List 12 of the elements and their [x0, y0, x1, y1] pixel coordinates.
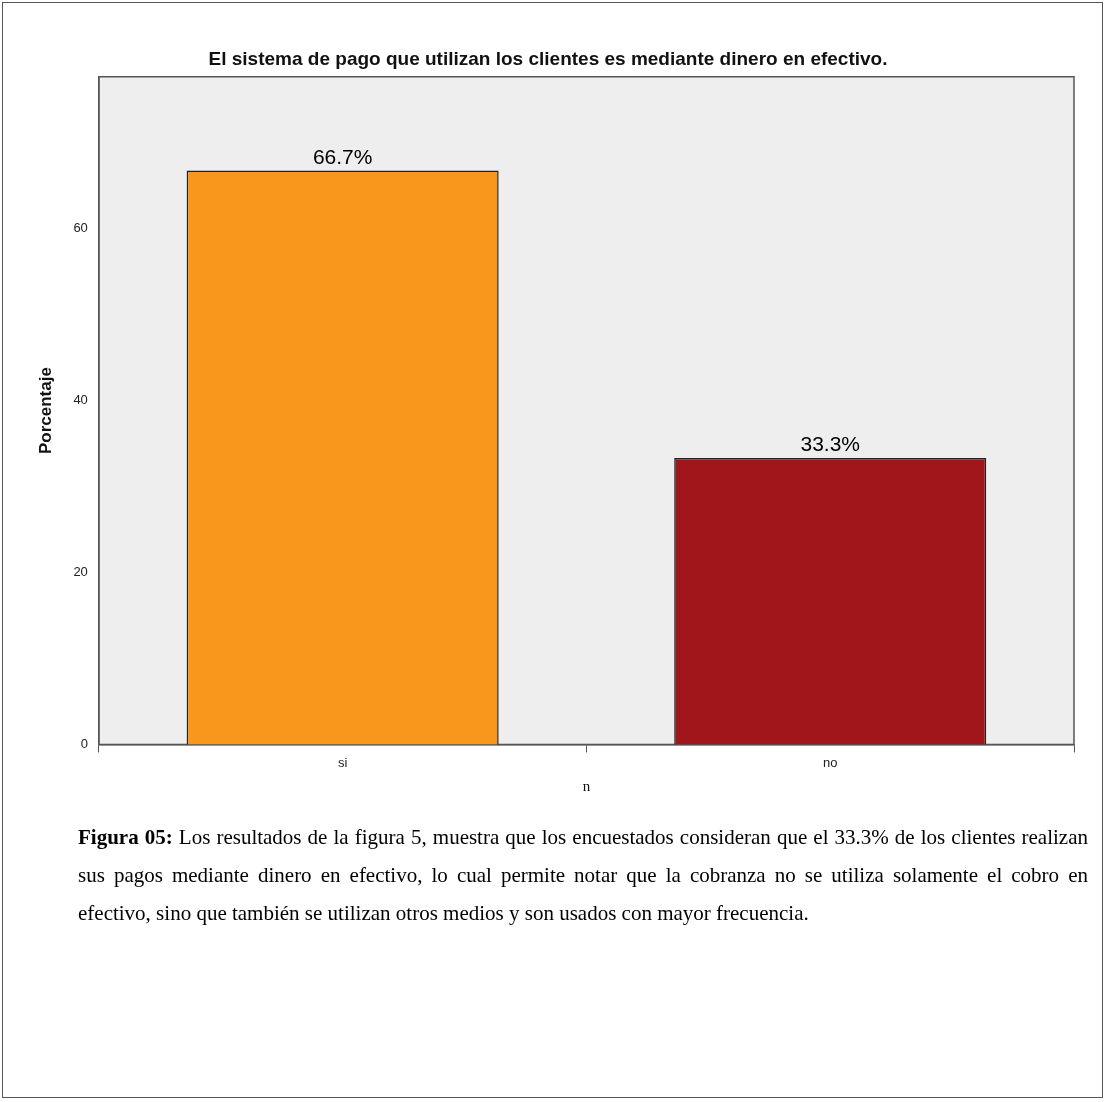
y-tick-label: 60 [73, 219, 88, 235]
x-tick-label: si [337, 754, 348, 770]
y-axis-title: Porcentaje [35, 367, 55, 455]
chart-title: El sistema de pago que utilizan los clientes es mediante dinero en efectivo. [208, 47, 888, 69]
x-tick-label: no [822, 754, 838, 770]
text: Figura 05: Los resultados de la figura 5, muestra que los encuestados consideran que el 33.3% de los clientes realizan sus pagos mediante dinero en efectivo, lo cual permite notar que la cobranza no se utiliza solamente el cobro en efectivo, sino que también se utilizan otros medios y son usados con mayor frecuencia. [78, 824, 1089, 927]
data-label: 66.7% [312, 144, 373, 168]
data-label: 33.3% [800, 432, 860, 456]
y-tick-label: 0 [80, 735, 88, 751]
x-axis-title: n [582, 777, 591, 794]
y-tick-label: 20 [73, 563, 88, 579]
y-tick-label: 40 [73, 391, 88, 407]
